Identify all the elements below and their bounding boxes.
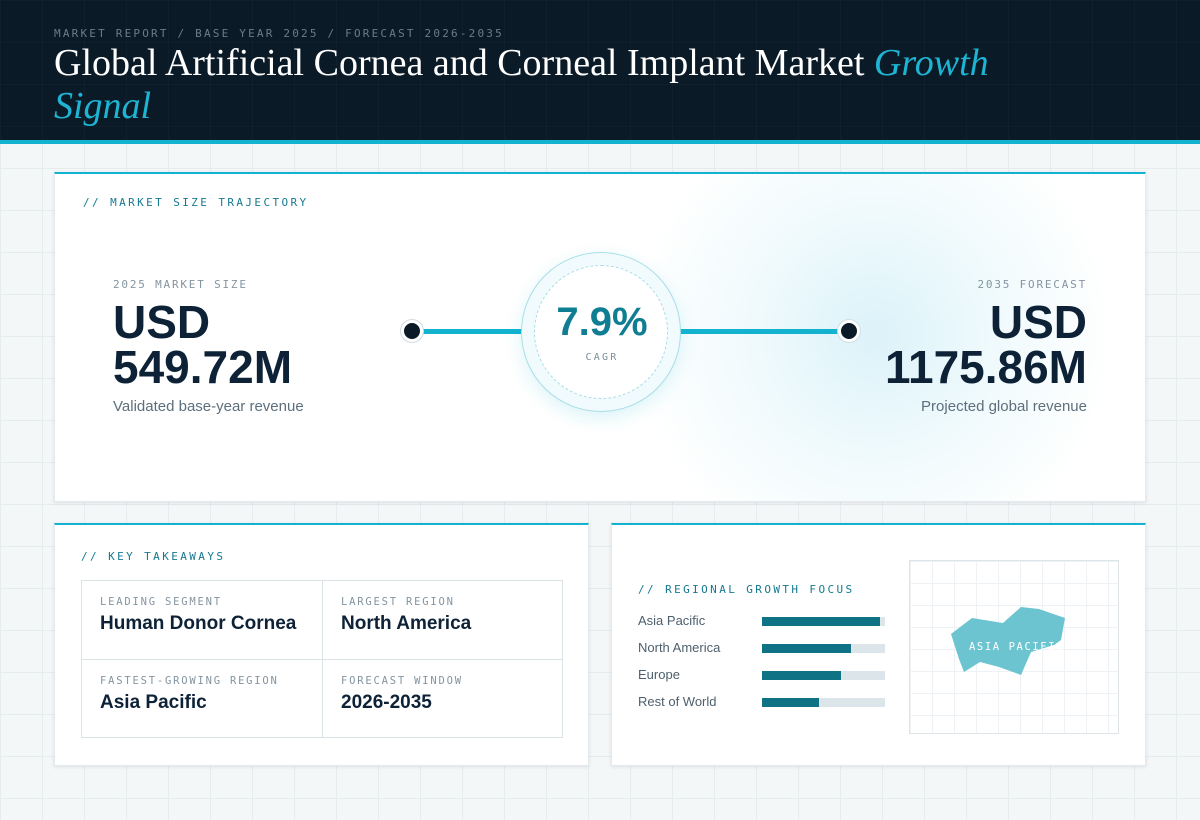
takeaway-value: North America: [341, 613, 472, 634]
asia-pacific-map-shape: [951, 607, 1065, 675]
takeaway-value: 2026-2035: [341, 692, 432, 713]
title-accent: Growth Signal: [54, 42, 989, 127]
cagr-inner-ring: 7.9% CAGR: [534, 265, 668, 399]
trajectory-line-left: [417, 329, 529, 334]
region-name: Europe: [638, 667, 680, 682]
forecast-currency: USD: [989, 296, 1087, 348]
region-bar-track: [762, 617, 885, 626]
regional-growth-card: // REGIONAL GROWTH FOCUS Asia Pacific No…: [611, 523, 1146, 766]
regional-growth-label: // REGIONAL GROWTH FOCUS: [638, 583, 855, 596]
takeaway-label: LEADING SEGMENT: [100, 596, 222, 608]
hero-glow: [615, 174, 1135, 501]
forecast-caption: 2035 FORECAST: [977, 278, 1087, 291]
region-bar-track: [762, 698, 885, 707]
region-bar-row: North America: [638, 639, 888, 657]
region-bar-track: [762, 644, 885, 653]
region-name: Asia Pacific: [638, 613, 706, 628]
region-map: ASIA PACIFIC: [909, 560, 1119, 734]
report-header: MARKET REPORT / BASE YEAR 2025 / FORECAS…: [0, 0, 1200, 144]
region-bar-fill: [762, 617, 881, 626]
region-bar-fill: [762, 644, 851, 653]
region-bar-row: Rest of World: [638, 693, 888, 711]
forecast-value: 1175.86M: [884, 341, 1087, 393]
map-region-label: ASIA PACIFIC: [969, 641, 1065, 653]
base-year-value: 549.72M: [113, 341, 293, 393]
start-point-dot: [401, 320, 423, 342]
takeaway-label: FORECAST WINDOW: [341, 675, 463, 687]
forecast-desc: Projected global revenue: [921, 398, 1087, 415]
key-takeaways-label: // KEY TAKEAWAYS: [81, 550, 226, 563]
region-name: Rest of World: [638, 694, 717, 709]
report-eyebrow: MARKET REPORT / BASE YEAR 2025 / FORECAS…: [54, 27, 504, 40]
takeaways-grid: LEADING SEGMENT Human Donor Cornea LARGE…: [81, 580, 563, 738]
base-year-caption: 2025 MARKET SIZE: [113, 278, 248, 291]
takeaway-value: Asia Pacific: [100, 692, 207, 713]
region-bar-row: Europe: [638, 666, 888, 684]
title-main: Global Artificial Cornea and Corneal Imp…: [54, 42, 865, 84]
region-bar-track: [762, 671, 885, 680]
region-bar-row: Asia Pacific: [638, 612, 888, 630]
region-name: North America: [638, 640, 721, 655]
page-title: Global Artificial Cornea and Corneal Imp…: [54, 42, 1054, 128]
key-takeaways-card: // KEY TAKEAWAYS LEADING SEGMENT Human D…: [54, 523, 589, 766]
trajectory-line-right: [673, 329, 843, 334]
takeaway-label: LARGEST REGION: [341, 596, 455, 608]
end-point-dot: [838, 320, 860, 342]
base-year-desc: Validated base-year revenue: [113, 398, 304, 415]
cagr-value: 7.9%: [556, 300, 648, 344]
takeaway-cell: LEADING SEGMENT Human Donor Cornea: [82, 581, 322, 659]
market-size-label: // MARKET SIZE TRAJECTORY: [83, 196, 309, 209]
region-bar-fill: [762, 698, 819, 707]
takeaway-cell: FORECAST WINDOW 2026-2035: [322, 659, 562, 737]
cagr-badge: 7.9% CAGR: [521, 252, 681, 412]
takeaway-cell: FASTEST-GROWING REGION Asia Pacific: [82, 659, 322, 737]
market-size-card: // MARKET SIZE TRAJECTORY 2025 MARKET SI…: [54, 172, 1146, 502]
base-year-currency: USD: [113, 296, 211, 348]
takeaway-value: Human Donor Cornea: [100, 613, 297, 634]
cagr-label: CAGR: [585, 352, 619, 363]
takeaway-label: FASTEST-GROWING REGION: [100, 675, 279, 687]
region-bar-fill: [762, 671, 841, 680]
takeaway-cell: LARGEST REGION North America: [322, 581, 562, 659]
